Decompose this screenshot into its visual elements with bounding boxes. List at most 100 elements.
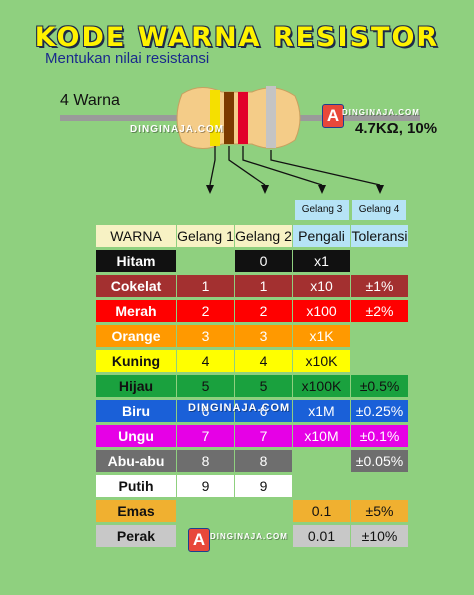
color-name: Biru — [96, 400, 176, 422]
toleransi-value: ±10% — [351, 525, 408, 547]
table-row: Hitam 0 x1 — [96, 250, 408, 272]
toleransi-value: ±1% — [351, 275, 408, 297]
header-pengali: Pengali — [293, 225, 350, 247]
pengali-value: x10 — [293, 275, 350, 297]
toleransi-value: ±0.5% — [351, 375, 408, 397]
connector-band-3 — [242, 146, 323, 186]
gelang1-value: 1 — [177, 275, 234, 297]
color-name: Emas — [96, 500, 176, 522]
pengali-value: x10K — [293, 350, 350, 372]
gelang1-value: 6 — [177, 400, 234, 422]
table-row: Emas 0.1 ±5% — [96, 500, 408, 522]
gelang2-value: 3 — [235, 325, 292, 347]
gelang2-value: 2 — [235, 300, 292, 322]
resistor-diagram — [60, 86, 420, 194]
toleransi-value: ±0.25% — [351, 400, 408, 422]
gelang1-value — [177, 500, 234, 522]
pengali-value: x100K — [293, 375, 350, 397]
gelang2-value: 8 — [235, 450, 292, 472]
pengali-value — [293, 475, 350, 497]
arrow-head-1 — [206, 185, 214, 194]
band-count-label: 4 Warna — [60, 92, 120, 109]
gelang1-value: 4 — [177, 350, 234, 372]
gelang2-value — [235, 500, 292, 522]
color-name: Hitam — [96, 250, 176, 272]
table-row: Ungu 7 7 x10M ±0.1% — [96, 425, 408, 447]
pengali-value: x1 — [293, 250, 350, 272]
table-row: Orange 3 3 x1K — [96, 325, 408, 347]
resistor-value-label: 4.7KΩ, 10% — [355, 120, 438, 137]
watermark-3: DINGINAJA.COM — [188, 402, 291, 414]
header-gelang3: Gelang 3 — [295, 200, 349, 220]
table-row: Abu-abu 8 8 ±0.05% — [96, 450, 408, 472]
color-name: Orange — [96, 325, 176, 347]
toleransi-value — [351, 475, 408, 497]
watermark-2: DINGINAJA.COM — [130, 124, 225, 135]
resistor-band-2 — [224, 92, 234, 144]
resistor-lead-right — [290, 115, 420, 121]
toleransi-value: ±0.1% — [351, 425, 408, 447]
logo-icon-bottom: A — [188, 528, 210, 552]
page-subtitle: Mentukan nilai resistansi — [45, 50, 210, 67]
gelang2-value: 4 — [235, 350, 292, 372]
toleransi-value: ±2% — [351, 300, 408, 322]
arrow-head-2 — [261, 185, 269, 194]
gelang1-value: 5 — [177, 375, 234, 397]
connector-band-2 — [228, 146, 266, 186]
pengali-value — [293, 450, 350, 472]
gelang1-value: 8 — [177, 450, 234, 472]
table-row: Cokelat 1 1 x10 ±1% — [96, 275, 408, 297]
gelang2-value: 0 — [235, 250, 292, 272]
gelang1-value: 2 — [177, 300, 234, 322]
gelang2-value: 6 — [235, 400, 292, 422]
pengali-value: x1K — [293, 325, 350, 347]
watermark-1: DINGINAJA.COM — [342, 108, 420, 117]
table-row: Biru 6 6 x1M ±0.25% — [96, 400, 408, 422]
table-row: Kuning 4 4 x10K — [96, 350, 408, 372]
color-code-table: WARNA Gelang 1 Gelang 2 Pengali Tolerans… — [96, 222, 408, 550]
pengali-value: x1M — [293, 400, 350, 422]
table-row: Merah 2 2 x100 ±2% — [96, 300, 408, 322]
table-row: Hijau 5 5 x100K ±0.5% — [96, 375, 408, 397]
logo-icon: A — [322, 104, 344, 128]
connector-band-4 — [270, 150, 381, 186]
gelang2-value: 9 — [235, 475, 292, 497]
table-row: Perak 0.01 ±10% — [96, 525, 408, 547]
toleransi-value: ±5% — [351, 500, 408, 522]
gelang1-value: 7 — [177, 425, 234, 447]
color-name: Merah — [96, 300, 176, 322]
pengali-value: x10M — [293, 425, 350, 447]
header-warna: WARNA — [96, 225, 176, 247]
pengali-value: x100 — [293, 300, 350, 322]
header-toleransi: Toleransi — [351, 225, 408, 247]
color-name: Hijau — [96, 375, 176, 397]
gelang1-value — [177, 250, 234, 272]
color-name: Putih — [96, 475, 176, 497]
gelang2-value: 7 — [235, 425, 292, 447]
color-name: Kuning — [96, 350, 176, 372]
gelang1-value: 9 — [177, 475, 234, 497]
arrow-head-3 — [318, 185, 326, 194]
toleransi-value — [351, 250, 408, 272]
toleransi-value: ±0.05% — [351, 450, 408, 472]
gelang1-value: 3 — [177, 325, 234, 347]
header-gelang1: Gelang 1 — [177, 225, 234, 247]
toleransi-value — [351, 325, 408, 347]
gelang2-value: 5 — [235, 375, 292, 397]
connector-band-1 — [209, 146, 216, 186]
color-name: Abu-abu — [96, 450, 176, 472]
resistor-band-1 — [210, 90, 220, 146]
page-title: KODE WARNA RESISTOR — [34, 22, 440, 53]
header-gelang4: Gelang 4 — [352, 200, 406, 220]
gelang2-value: 1 — [235, 275, 292, 297]
resistor-lead-left — [60, 115, 185, 121]
watermark-4: DINGINAJA.COM — [210, 532, 288, 541]
pengali-value: 0.01 — [293, 525, 350, 547]
pengali-value: 0.1 — [293, 500, 350, 522]
table-header-row: WARNA Gelang 1 Gelang 2 Pengali Tolerans… — [96, 225, 408, 247]
resistor-band-4 — [266, 86, 276, 148]
arrow-head-4 — [376, 185, 384, 194]
color-name: Perak — [96, 525, 176, 547]
color-name: Ungu — [96, 425, 176, 447]
color-name: Cokelat — [96, 275, 176, 297]
